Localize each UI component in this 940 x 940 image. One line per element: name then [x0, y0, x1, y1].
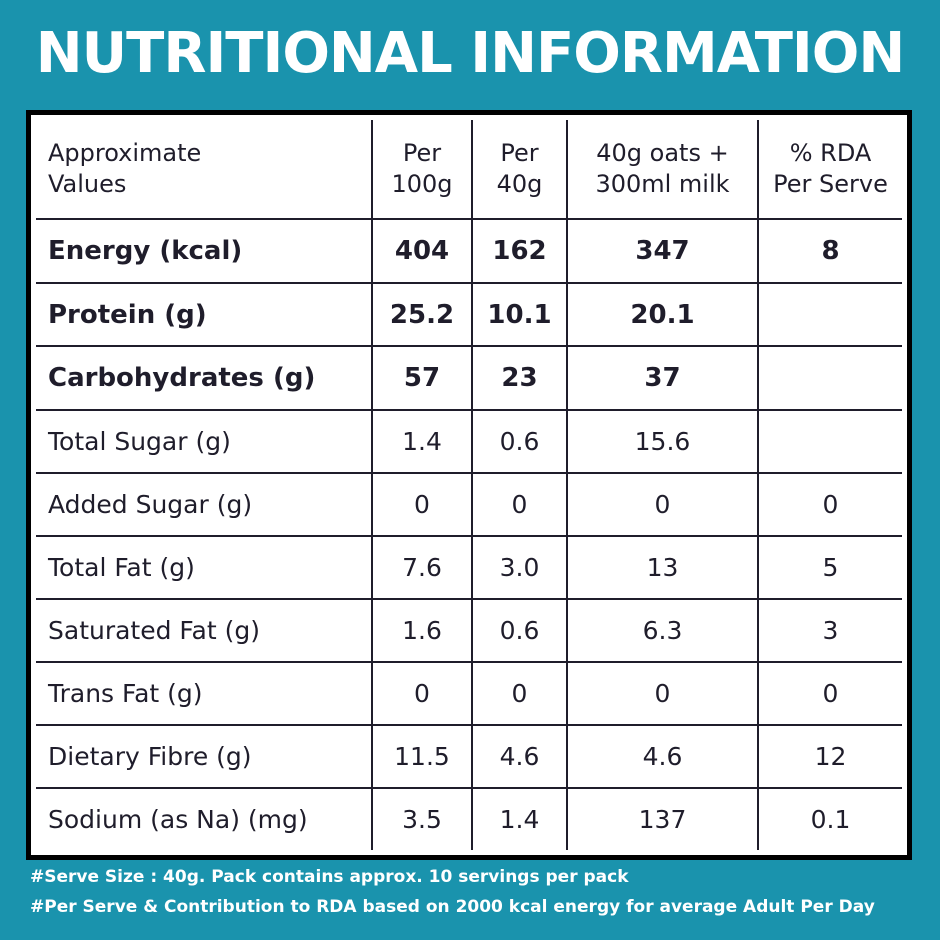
table-row: Trans Fat (g) 0 0 0 0	[36, 661, 902, 726]
cell-rda: 12	[757, 724, 902, 789]
cell-per-40g: 0.6	[471, 409, 568, 474]
footnote-serve-size: #Serve Size : 40g. Pack contains approx.…	[30, 867, 629, 887]
cell-rda: 3	[757, 598, 902, 663]
cell-per-100g: 7.6	[371, 535, 473, 600]
cell-per-100g: 0	[371, 472, 473, 537]
cell-per-40g: 3.0	[471, 535, 568, 600]
cell-rda: 0.1	[757, 787, 902, 850]
cell-per-40g: 0	[471, 661, 568, 726]
cell-oats-milk: 13	[566, 535, 759, 600]
cell-per-100g: 57	[371, 345, 473, 411]
cell-oats-milk: 4.6	[566, 724, 759, 789]
table-row: Dietary Fibre (g) 11.5 4.6 4.6 12	[36, 724, 902, 789]
row-label: Protein (g)	[36, 282, 373, 347]
cell-per-100g: 404	[371, 218, 473, 284]
row-label: Sodium (as Na) (mg)	[36, 787, 373, 850]
table-row: Saturated Fat (g) 1.6 0.6 6.3 3	[36, 598, 902, 663]
row-label: Dietary Fibre (g)	[36, 724, 373, 789]
header-per-100g: Per 100g	[371, 120, 473, 220]
footnote-rda-basis: #Per Serve & Contribution to RDA based o…	[30, 897, 875, 917]
cell-rda	[757, 282, 902, 347]
cell-oats-milk: 347	[566, 218, 759, 284]
table-row: Added Sugar (g) 0 0 0 0	[36, 472, 902, 537]
row-label: Added Sugar (g)	[36, 472, 373, 537]
cell-per-100g: 1.6	[371, 598, 473, 663]
cell-per-100g: 3.5	[371, 787, 473, 850]
footnotes: #Serve Size : 40g. Pack contains approx.…	[30, 862, 930, 922]
cell-oats-milk: 137	[566, 787, 759, 850]
table-header-row: Approximate Values Per 100g Per 40g 40g …	[36, 120, 902, 220]
cell-per-40g: 4.6	[471, 724, 568, 789]
row-label: Total Fat (g)	[36, 535, 373, 600]
cell-rda: 5	[757, 535, 902, 600]
header-rda-per-serve: % RDA Per Serve	[757, 120, 902, 220]
row-label: Carbohydrates (g)	[36, 345, 373, 411]
page-title: NUTRITIONAL INFORMATION	[35, 21, 905, 86]
table-row: Total Sugar (g) 1.4 0.6 15.6	[36, 409, 902, 474]
row-label: Energy (kcal)	[36, 218, 373, 284]
row-label: Saturated Fat (g)	[36, 598, 373, 663]
cell-per-40g: 0.6	[471, 598, 568, 663]
cell-per-40g: 162	[471, 218, 568, 284]
cell-oats-milk: 20.1	[566, 282, 759, 347]
cell-oats-milk: 0	[566, 472, 759, 537]
cell-rda: 0	[757, 661, 902, 726]
cell-oats-milk: 0	[566, 661, 759, 726]
cell-per-100g: 1.4	[371, 409, 473, 474]
cell-oats-milk: 15.6	[566, 409, 759, 474]
cell-per-40g: 1.4	[471, 787, 568, 850]
cell-per-100g: 0	[371, 661, 473, 726]
cell-oats-milk: 6.3	[566, 598, 759, 663]
row-label: Trans Fat (g)	[36, 661, 373, 726]
table-row: Total Fat (g) 7.6 3.0 13 5	[36, 535, 902, 600]
row-label: Total Sugar (g)	[36, 409, 373, 474]
header-oats-milk: 40g oats + 300ml milk	[566, 120, 759, 220]
cell-per-100g: 11.5	[371, 724, 473, 789]
header-approximate-values: Approximate Values	[36, 120, 373, 220]
table-row: Energy (kcal) 404 162 347 8	[36, 218, 902, 284]
nutrition-table: Approximate Values Per 100g Per 40g 40g …	[36, 120, 902, 850]
table-row: Protein (g) 25.2 10.1 20.1	[36, 282, 902, 347]
cell-per-40g: 10.1	[471, 282, 568, 347]
cell-rda	[757, 345, 902, 411]
nutrition-table-panel: Approximate Values Per 100g Per 40g 40g …	[26, 110, 912, 860]
header-per-40g: Per 40g	[471, 120, 568, 220]
cell-per-40g: 23	[471, 345, 568, 411]
cell-rda	[757, 409, 902, 474]
table-row: Carbohydrates (g) 57 23 37	[36, 345, 902, 411]
cell-rda: 0	[757, 472, 902, 537]
table-row: Sodium (as Na) (mg) 3.5 1.4 137 0.1	[36, 787, 902, 850]
cell-per-40g: 0	[471, 472, 568, 537]
cell-oats-milk: 37	[566, 345, 759, 411]
cell-per-100g: 25.2	[371, 282, 473, 347]
cell-rda: 8	[757, 218, 902, 284]
